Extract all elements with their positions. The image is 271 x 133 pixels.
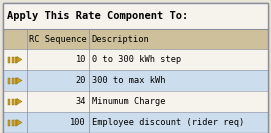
Bar bbox=[15, 57, 17, 63]
Bar bbox=[11, 99, 14, 105]
Text: RC Sequence: RC Sequence bbox=[29, 34, 87, 43]
Text: Description: Description bbox=[91, 34, 149, 43]
Polygon shape bbox=[17, 57, 22, 63]
Bar bbox=[8, 99, 10, 105]
Bar bbox=[8, 57, 10, 63]
Bar bbox=[8, 78, 10, 84]
Text: 300 to max kWh: 300 to max kWh bbox=[92, 76, 166, 85]
Text: 10: 10 bbox=[76, 55, 86, 64]
Bar bbox=[15, 78, 17, 84]
Bar bbox=[11, 57, 14, 63]
Bar bbox=[15, 99, 17, 105]
Bar bbox=[3, 91, 268, 112]
Text: 34: 34 bbox=[76, 97, 86, 106]
Polygon shape bbox=[17, 78, 22, 84]
Bar bbox=[3, 3, 268, 29]
Polygon shape bbox=[17, 99, 22, 105]
Text: 0 to 300 kWh step: 0 to 300 kWh step bbox=[92, 55, 181, 64]
Bar bbox=[3, 49, 268, 70]
Bar bbox=[15, 119, 17, 126]
Bar bbox=[11, 119, 14, 126]
Polygon shape bbox=[17, 119, 22, 126]
Bar bbox=[8, 119, 10, 126]
Text: Employee discount (rider req): Employee discount (rider req) bbox=[92, 118, 244, 127]
Text: 20: 20 bbox=[76, 76, 86, 85]
Bar bbox=[3, 70, 268, 91]
Text: 100: 100 bbox=[70, 118, 86, 127]
Bar bbox=[3, 112, 268, 133]
Text: Apply This Rate Component To:: Apply This Rate Component To: bbox=[7, 11, 188, 21]
Bar bbox=[11, 78, 14, 84]
Bar bbox=[3, 29, 268, 49]
Text: Minumum Charge: Minumum Charge bbox=[92, 97, 166, 106]
